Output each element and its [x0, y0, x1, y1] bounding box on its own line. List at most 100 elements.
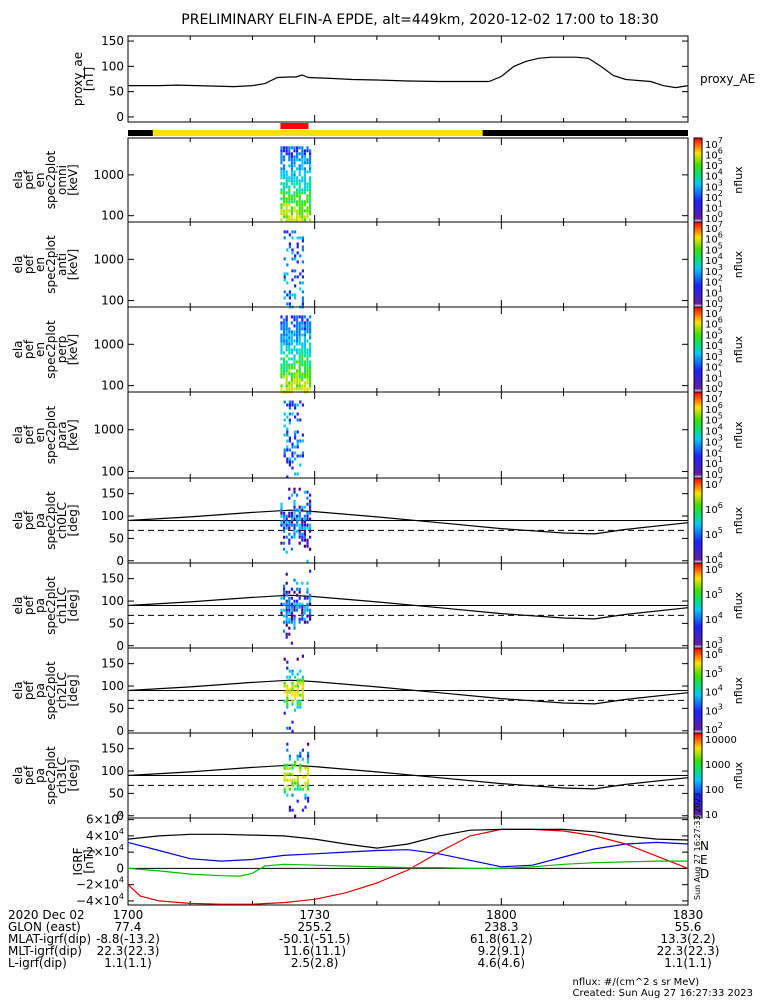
heatmap-cell	[286, 403, 289, 407]
heatmap-cell	[301, 155, 304, 159]
footer-cell: 1730	[299, 908, 330, 922]
heatmap-cell	[301, 696, 304, 700]
heatmap-cell	[285, 336, 288, 340]
heatmap-cell	[285, 520, 288, 524]
heatmap-cell	[301, 403, 304, 407]
heatmap-cell	[283, 375, 286, 379]
heatmap-cell	[288, 514, 291, 518]
heatmap-cell	[306, 327, 309, 331]
footer-cell: 238.3	[484, 920, 519, 934]
heatmap-cell	[299, 678, 302, 682]
heatmap-cell	[296, 587, 299, 591]
panel-frame	[127, 137, 689, 223]
heatmap-cell	[306, 366, 309, 370]
heatmap-cell	[294, 230, 297, 234]
heatmap-cell	[298, 209, 301, 213]
heatmap-cell	[298, 333, 301, 337]
ytick-label: 50	[109, 786, 124, 800]
heatmap-cell	[294, 690, 297, 694]
heatmap-cell	[301, 218, 304, 222]
heatmap-cell	[309, 188, 312, 192]
heatmap-cell	[303, 345, 306, 349]
heatmap-cell	[283, 215, 286, 219]
heatmap-cell	[285, 149, 288, 153]
footer-cell: 255.2	[297, 920, 332, 934]
heatmap-cell	[301, 152, 304, 156]
heatmap-cell	[286, 445, 289, 449]
heatmap-cell	[283, 318, 286, 322]
heatmap-cell	[288, 330, 291, 334]
heatmap-cell	[301, 387, 304, 391]
heatmap-cell	[290, 605, 293, 609]
footer-row-label: MLT-igrf(dip)	[8, 944, 82, 958]
heatmap-cell	[293, 529, 296, 533]
heatmap-cell	[290, 215, 293, 219]
colorbar-rect	[693, 221, 703, 308]
heatmap-cell	[290, 146, 293, 150]
heatmap-cell	[306, 194, 309, 198]
heatmap-cell	[285, 514, 288, 518]
heatmap-cell	[290, 587, 293, 591]
heatmap-cell	[283, 369, 286, 373]
colorbar-exp: 2	[718, 444, 723, 453]
heatmap-cell	[283, 194, 286, 198]
heatmap-cell	[298, 526, 301, 530]
heatmap-cell	[285, 218, 288, 222]
heatmap-cell	[288, 400, 291, 404]
heatmap-cell	[301, 212, 304, 216]
heatmap-cell	[286, 675, 289, 679]
heatmap-cell	[301, 327, 304, 331]
heatmap-cell	[285, 523, 288, 527]
heatmap-cell	[283, 448, 286, 452]
heatmap-cell	[299, 287, 302, 291]
heatmap-cell	[303, 366, 306, 370]
heatmap-cell	[299, 751, 302, 755]
heatmap-cell	[288, 293, 291, 297]
footer-cell: 13.3(2.2)	[660, 932, 716, 946]
colorbar-label: 100	[705, 785, 724, 796]
heatmap-cell	[301, 684, 304, 688]
heatmap-cell	[309, 149, 312, 153]
series-igrf-D	[127, 860, 688, 877]
heatmap-cell	[306, 215, 309, 219]
heatmap-cell	[301, 188, 304, 192]
ylabel-line: pef	[22, 510, 36, 530]
heatmap-cell	[280, 146, 283, 150]
heatmap-cell	[301, 678, 304, 682]
heatmap-cell	[288, 808, 291, 812]
timeline-segment	[482, 130, 688, 136]
heatmap-cell	[290, 596, 293, 600]
heatmap-cell	[285, 572, 288, 576]
heatmap-cell	[290, 315, 293, 319]
heatmap-cell	[303, 617, 306, 621]
heatmap-cell	[303, 505, 306, 509]
heatmap-cell	[296, 209, 299, 213]
heatmap-cell	[298, 179, 301, 183]
heatmap-cell	[285, 366, 288, 370]
heatmap-cell	[303, 605, 306, 609]
heatmap-cell	[298, 357, 301, 361]
ylabel-line: en	[33, 257, 47, 272]
colorbar-exp: 3	[718, 263, 723, 272]
heatmap-cell	[288, 520, 291, 524]
heatmap-cell	[294, 787, 297, 791]
heatmap-cell	[298, 372, 301, 376]
heatmap-cell	[306, 357, 309, 361]
ytick-exp: 4	[119, 827, 124, 836]
heatmap-cell	[293, 623, 296, 627]
heatmap-cell	[285, 146, 288, 150]
ylabel-line: ela	[11, 340, 25, 358]
heatmap-cell	[296, 330, 299, 334]
heatmap-cell	[296, 403, 299, 407]
heatmap-cell	[290, 372, 293, 376]
heatmap-cell	[301, 808, 304, 812]
ylabel-line: pef	[22, 765, 36, 785]
colorbar-exp: 5	[718, 586, 723, 595]
ylabel-line: ela	[11, 511, 25, 529]
heatmap-cell	[285, 324, 288, 328]
heatmap-cell	[288, 372, 291, 376]
heatmap-cell	[306, 541, 309, 545]
heatmap-cell	[283, 336, 286, 340]
heatmap-cell	[280, 351, 283, 355]
heatmap-cell	[299, 669, 302, 673]
